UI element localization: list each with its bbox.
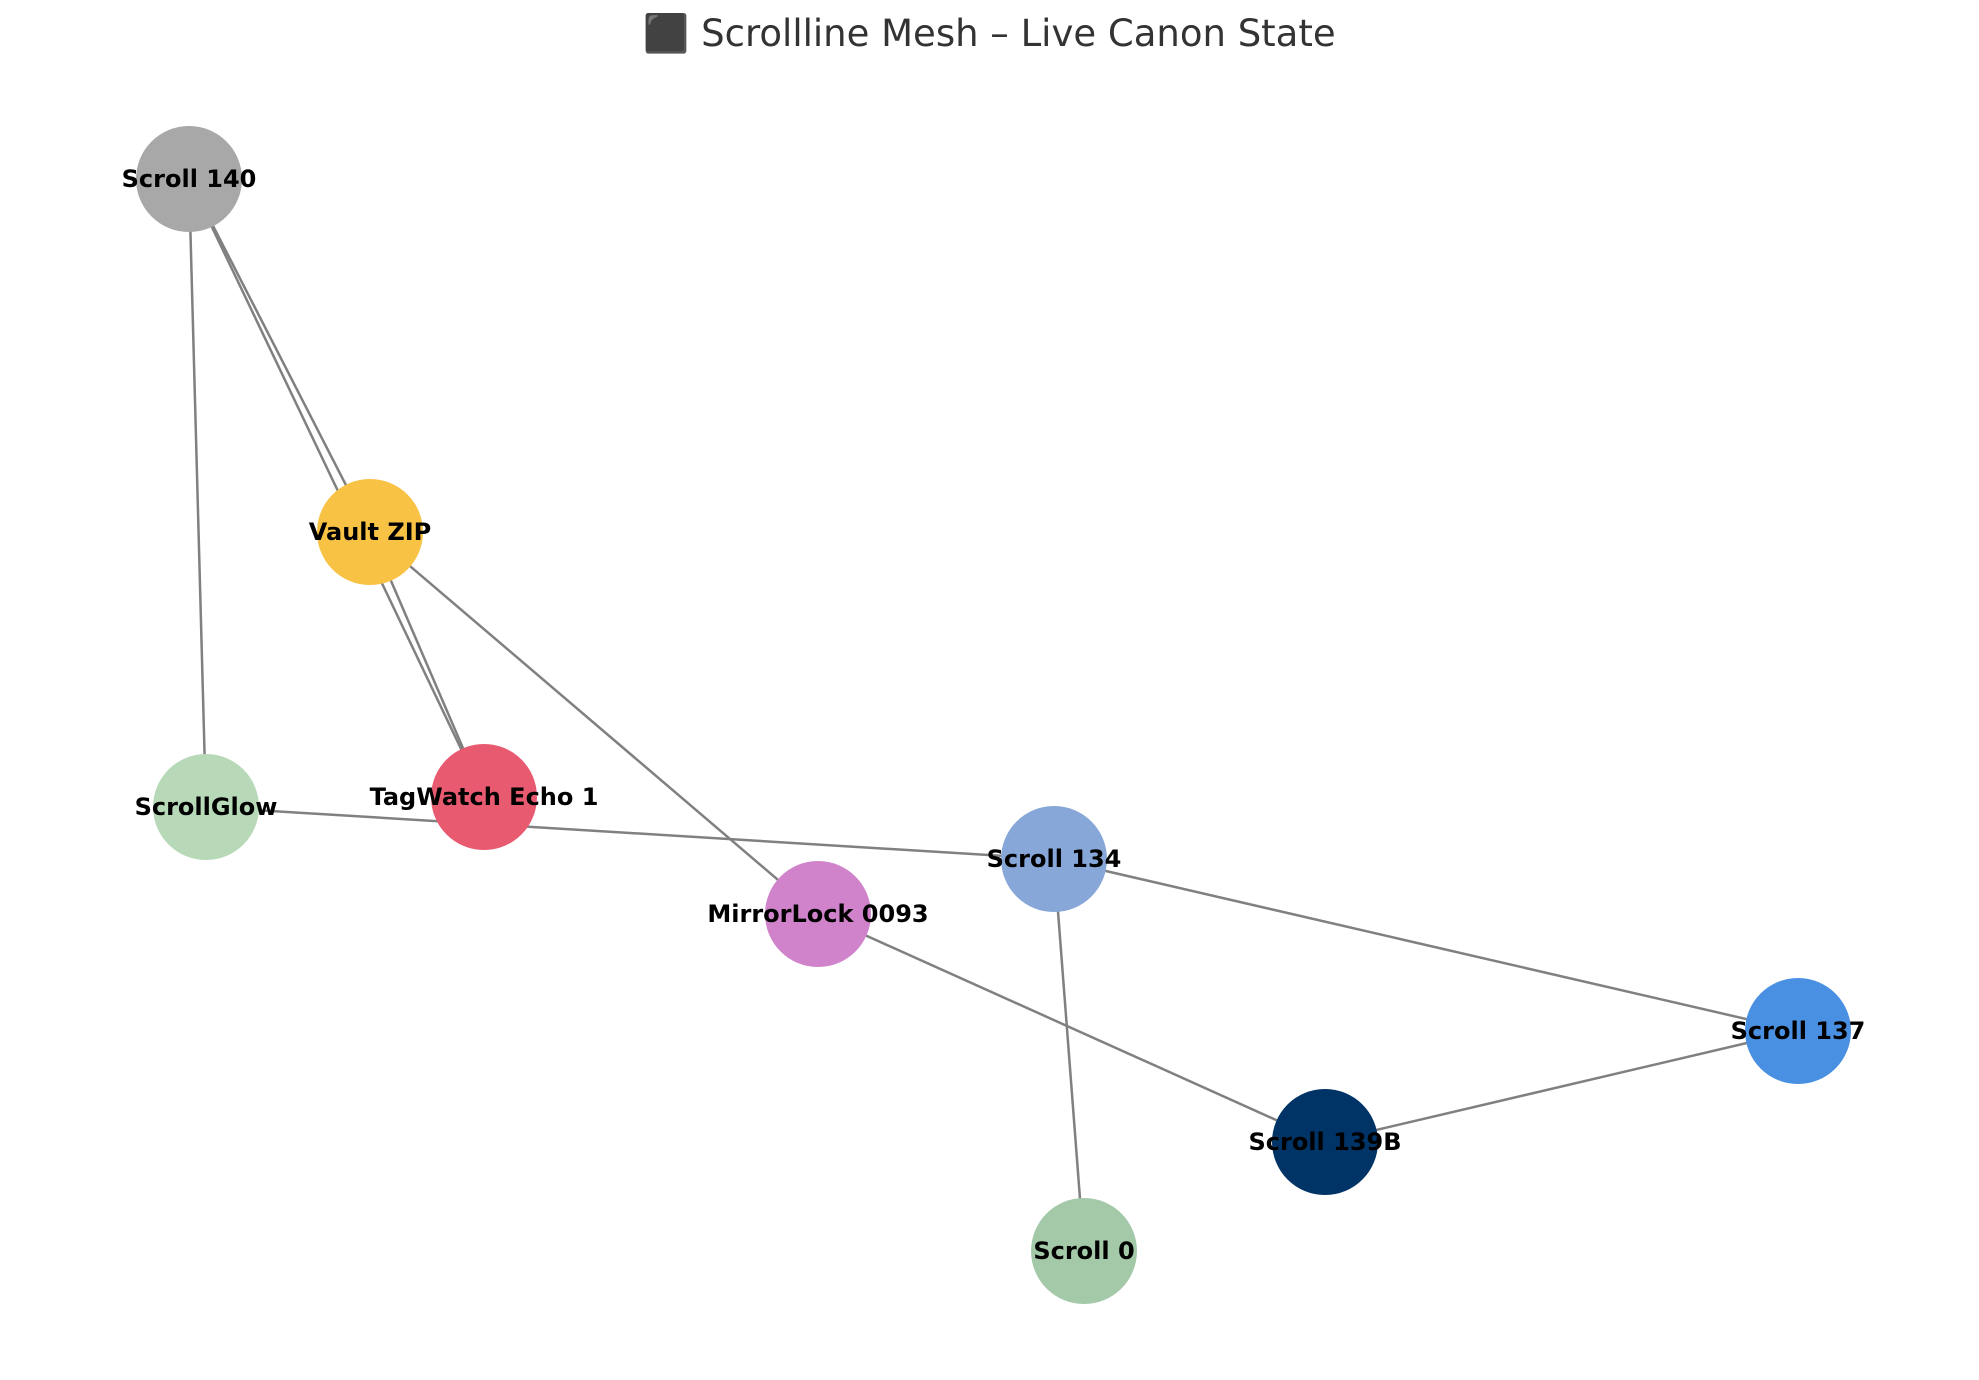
node-circle-tagwatch [431,744,537,850]
node-circle-scrollglow [153,754,259,860]
node-circle-scroll139b [1272,1089,1378,1195]
node-circle-scroll134 [1001,806,1107,912]
node-scroll139b: Scroll 139B [1248,1089,1402,1195]
node-circle-scroll140 [136,126,242,232]
edge-scroll140-tagwatch [187,178,486,798]
node-scroll0: Scroll 0 [1031,1198,1137,1304]
node-circle-mirrorlock [765,861,871,967]
node-circle-scroll137 [1745,978,1851,1084]
node-mirrorlock: MirrorLock 0093 [707,861,929,967]
node-label-mirrorlock: MirrorLock 0093 [707,900,928,928]
edge-scroll139b-scroll137 [1324,1029,1799,1144]
node-tagwatch: TagWatch Echo 1 [370,744,599,850]
node-label-tagwatch: TagWatch Echo 1 [370,783,599,811]
edges-layer [187,178,1799,1252]
node-label-scrollglow: ScrollGlow [135,793,278,821]
edge-scrollglow-scroll134 [205,805,1055,861]
edge-scroll140-vaultzip [187,178,372,533]
edge-vaultzip-mirrorlock [369,531,819,915]
node-label-scroll134: Scroll 134 [987,845,1122,873]
node-label-scroll0: Scroll 0 [1033,1237,1134,1265]
nodes-layer: Scroll 140 Vault ZIP ScrollGlow TagWatch Ec… [122,126,1866,1304]
node-label-scroll139b: Scroll 139B [1248,1128,1401,1156]
edge-scroll134-scroll137 [1053,857,1799,1033]
node-scrollglow: ScrollGlow [135,754,278,860]
node-circle-scroll0 [1031,1198,1137,1304]
node-label-vaultzip: Vault ZIP [309,518,432,546]
node-vaultzip: Vault ZIP [309,479,432,585]
diagram-title: ⬛ Scrollline Mesh – Live Canon State [643,12,1336,55]
edge-mirrorlock-scroll139b [817,912,1326,1144]
node-label-scroll140: Scroll 140 [122,165,257,193]
node-scroll140: Scroll 140 [122,126,257,232]
edge-scroll134-scroll0 [1052,858,1086,1252]
node-scroll137: Scroll 137 [1731,978,1866,1084]
node-scroll134: Scroll 134 [987,806,1122,912]
node-label-scroll137: Scroll 137 [1731,1017,1866,1045]
node-circle-vaultzip [317,479,423,585]
edge-scroll140-scrollglow [187,178,208,808]
